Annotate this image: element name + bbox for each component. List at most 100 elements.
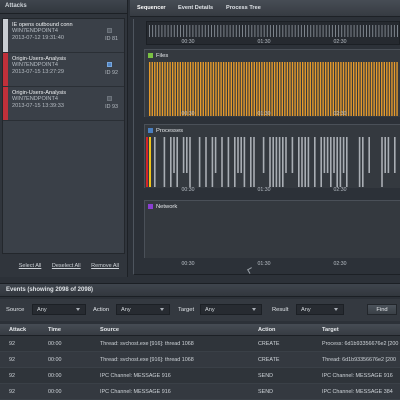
file-event-bar bbox=[296, 62, 299, 116]
files-lane[interactable]: Files bbox=[144, 49, 400, 117]
overview-tick bbox=[273, 25, 274, 37]
remove-all-link[interactable]: Remove All bbox=[91, 263, 119, 269]
table-row[interactable]: 92 00:00 Thread: svchost.exe [916]: thre… bbox=[0, 336, 400, 352]
column-header-attack[interactable]: Attack bbox=[9, 327, 27, 333]
overview-ticks bbox=[149, 25, 398, 37]
overview-tick bbox=[211, 25, 212, 37]
overview-tick bbox=[331, 25, 333, 37]
process-event-bar bbox=[278, 137, 281, 187]
column-header-target[interactable]: Target bbox=[322, 327, 339, 333]
tab-sequencer[interactable]: Sequencer bbox=[137, 5, 166, 11]
file-event-bar bbox=[149, 62, 151, 116]
process-event-bar bbox=[301, 137, 303, 187]
file-event-bar bbox=[207, 62, 210, 116]
process-event-bar bbox=[314, 137, 316, 187]
events-table-body: 92 00:00 Thread: svchost.exe [916]: thre… bbox=[0, 336, 400, 400]
process-event-bar bbox=[198, 137, 201, 187]
file-event-bar bbox=[184, 62, 187, 116]
events-table-header: Attack Time Source Action Target bbox=[0, 324, 400, 336]
sequencer-frame bbox=[133, 19, 400, 275]
attack-item[interactable]: Origin-Users-Analysis WIN7ENDPOINT4 2013… bbox=[3, 53, 124, 87]
file-event-bar bbox=[391, 62, 393, 116]
column-header-time[interactable]: Time bbox=[48, 327, 61, 333]
file-event-bar bbox=[314, 62, 317, 116]
file-event-bar bbox=[347, 62, 350, 116]
process-event-bar bbox=[205, 137, 207, 187]
tab-process-tree[interactable]: Process Tree bbox=[226, 5, 261, 11]
process-event-bar bbox=[304, 137, 306, 187]
overview-tick bbox=[266, 25, 268, 37]
overview-tick bbox=[279, 25, 281, 37]
target-filter-select[interactable]: Any bbox=[200, 304, 262, 315]
file-event-bar bbox=[258, 62, 261, 116]
process-event-bar bbox=[339, 137, 342, 187]
process-event-bar bbox=[282, 137, 284, 187]
overview-tick bbox=[393, 25, 395, 37]
process-event-bar bbox=[182, 137, 185, 173]
file-event-bar bbox=[225, 62, 227, 116]
process-event-bar bbox=[358, 137, 361, 187]
file-event-bar bbox=[166, 62, 169, 116]
file-event-bar bbox=[261, 62, 263, 116]
network-color-swatch bbox=[148, 204, 153, 209]
file-event-bar bbox=[177, 62, 179, 116]
file-event-bar bbox=[335, 62, 337, 116]
overview-tick bbox=[313, 25, 315, 37]
file-event-bar bbox=[230, 62, 232, 116]
action-filter-select[interactable]: Any bbox=[116, 304, 170, 315]
file-event-bar bbox=[215, 62, 217, 116]
overview-tick bbox=[257, 25, 259, 37]
select-all-link[interactable]: Select All bbox=[18, 263, 42, 269]
file-event-bar bbox=[238, 62, 240, 116]
table-row[interactable]: 92 00:00 Thread: svchost.exe [916]: thre… bbox=[0, 352, 400, 368]
process-event-bar bbox=[394, 137, 396, 173]
file-event-bar bbox=[337, 62, 340, 116]
overview-tick bbox=[195, 25, 197, 37]
overview-tick bbox=[226, 25, 228, 37]
file-event-bar bbox=[375, 62, 378, 116]
file-event-bar bbox=[355, 62, 357, 116]
cell-source: IPC Channel: MESSAGE 916 bbox=[100, 389, 171, 395]
file-event-bar bbox=[192, 62, 194, 116]
overview-tick bbox=[167, 25, 169, 37]
file-event-bar bbox=[256, 62, 258, 116]
overview-tick bbox=[322, 25, 324, 37]
table-row[interactable]: 92 00:00 IPC Channel: MESSAGE 916 SEND I… bbox=[0, 368, 400, 384]
attack-checkbox[interactable] bbox=[107, 96, 112, 101]
find-button[interactable]: Find bbox=[367, 304, 397, 315]
tab-event-details[interactable]: Event Details bbox=[178, 5, 214, 11]
attack-list[interactable]: IE opens outbound conn WIN7ENDPOINT4 201… bbox=[2, 18, 125, 254]
process-event-bar bbox=[307, 137, 310, 187]
overview-tick bbox=[242, 25, 243, 37]
overview-tick bbox=[251, 25, 253, 37]
attack-color-stripe bbox=[3, 87, 8, 120]
timeline-overview[interactable] bbox=[146, 21, 400, 45]
attack-item[interactable]: Origin-Users-Analysis WIN7ENDPOINT4 2013… bbox=[3, 87, 124, 121]
result-filter-select[interactable]: Any bbox=[296, 304, 344, 315]
file-event-bar bbox=[212, 62, 215, 116]
processes-lane[interactable]: Processes bbox=[144, 124, 400, 188]
overview-tick bbox=[214, 25, 216, 37]
deselect-all-link[interactable]: Deselect All bbox=[51, 263, 81, 269]
overview-tick bbox=[235, 25, 237, 37]
file-event-bar bbox=[307, 62, 309, 116]
column-header-action[interactable]: Action bbox=[258, 327, 276, 333]
table-row[interactable]: 92 00:00 IPC Channel: MESSAGE 916 SEND I… bbox=[0, 384, 400, 400]
attack-checkbox[interactable] bbox=[107, 62, 112, 67]
attack-id: ID 92 bbox=[105, 70, 118, 76]
attack-checkbox[interactable] bbox=[107, 28, 112, 33]
process-marker-red bbox=[146, 137, 148, 187]
column-header-source[interactable]: Source bbox=[100, 327, 119, 333]
file-event-bar bbox=[245, 62, 248, 116]
file-event-bar bbox=[240, 62, 243, 116]
overview-tick bbox=[310, 25, 312, 37]
source-filter-select[interactable]: Any bbox=[32, 304, 86, 315]
files-time-axis: 00:30 01:30 02:30 bbox=[146, 111, 400, 119]
attack-item[interactable]: IE opens outbound conn WIN7ENDPOINT4 201… bbox=[3, 19, 124, 53]
process-event-bar bbox=[240, 137, 242, 173]
cell-time: 00:00 bbox=[48, 341, 62, 347]
attack-title: Origin-Users-Analysis bbox=[12, 90, 67, 96]
process-event-bar bbox=[237, 137, 239, 173]
overview-tick bbox=[198, 25, 200, 37]
network-lane[interactable]: Network bbox=[144, 200, 400, 258]
